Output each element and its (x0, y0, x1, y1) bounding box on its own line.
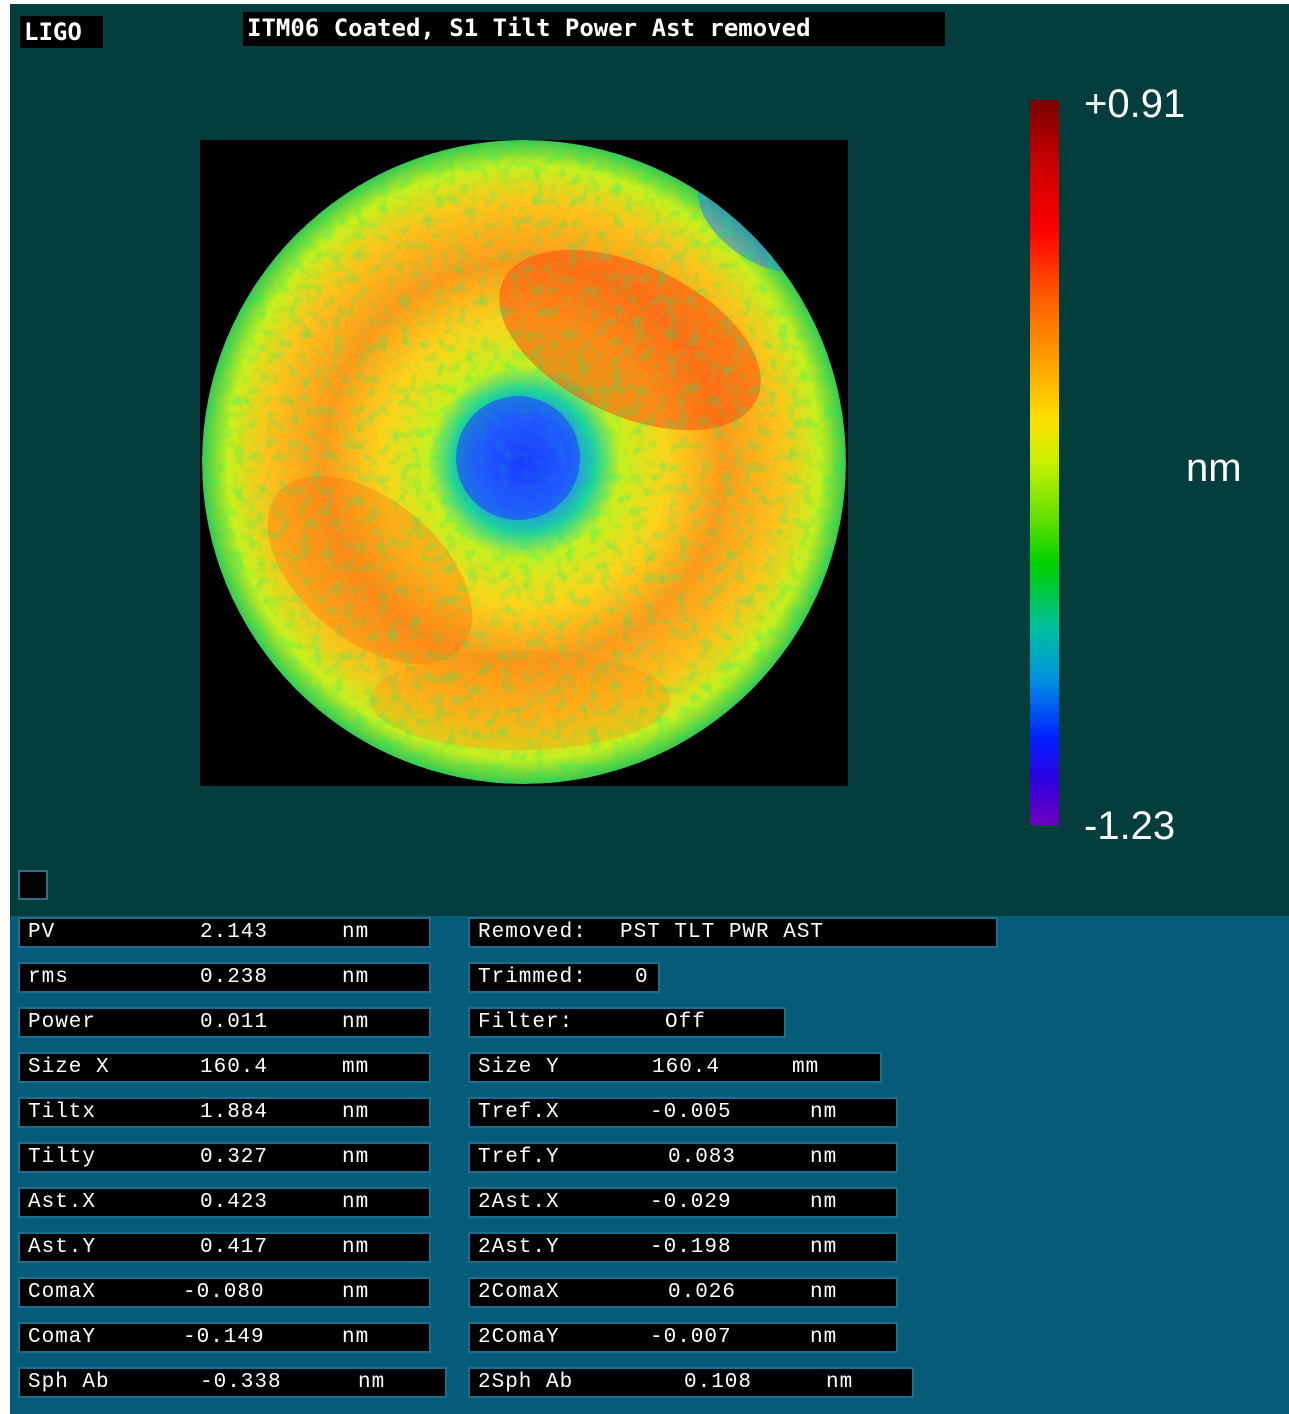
stat-label: Tref.X (478, 1101, 560, 1124)
stat-pv: PV 2.143 nm (18, 917, 431, 948)
stat-value: 0.083 (668, 1146, 737, 1169)
stat-value: 0.108 (684, 1371, 753, 1394)
stat-value: 1.884 (200, 1101, 269, 1124)
stat-value: 160.4 (200, 1056, 269, 1079)
stat-tilty: Tilty 0.327 nm (18, 1142, 431, 1173)
stat-unit: nm (358, 1371, 386, 1394)
stat-value: -0.005 (650, 1101, 732, 1124)
stat-value: 0.327 (200, 1146, 269, 1169)
stat-2sph-ab: 2Sph Ab 0.108 nm (468, 1367, 914, 1398)
stat-coma-x: ComaX -0.080 nm (18, 1277, 431, 1308)
removed-value: PST TLT PWR AST (620, 921, 825, 944)
stat-ast-y: Ast.Y 0.417 nm (18, 1232, 431, 1263)
stat-unit: nm (342, 1011, 370, 1034)
stat-unit: nm (342, 1236, 370, 1259)
stat-label: 2Ast.X (478, 1191, 560, 1214)
stat-label: Tiltx (28, 1101, 97, 1124)
small-black-button[interactable] (18, 870, 48, 900)
color-scale-bar (1030, 100, 1059, 825)
stat-label: 2ComaY (478, 1326, 560, 1349)
stat-value: -0.149 (183, 1326, 265, 1349)
stat-label: ComaX (28, 1281, 97, 1304)
scale-max-label: +0.91 (1084, 82, 1186, 126)
stat-tref-y: Tref.Y 0.083 nm (468, 1142, 898, 1173)
stat-unit: nm (342, 921, 370, 944)
stat-rms: rms 0.238 nm (18, 962, 431, 993)
stat-coma-y: ComaY -0.149 nm (18, 1322, 431, 1353)
stat-unit: nm (810, 1281, 838, 1304)
trimmed-info: Trimmed: 0 (468, 962, 660, 993)
stat-label: Sph Ab (28, 1371, 110, 1394)
stat-value: 0.423 (200, 1191, 269, 1214)
stat-unit: nm (342, 966, 370, 989)
stat-value: -0.198 (650, 1236, 732, 1259)
stat-label: 2ComaX (478, 1281, 560, 1304)
stat-2ast-y: 2Ast.Y -0.198 nm (468, 1232, 898, 1263)
filter-info: Filter: Off (468, 1007, 786, 1038)
stat-unit: nm (810, 1326, 838, 1349)
stat-unit: nm (342, 1146, 370, 1169)
stat-label: Tref.Y (478, 1146, 560, 1169)
trimmed-label: Trimmed: (478, 966, 587, 989)
surface-map[interactable] (200, 140, 848, 786)
stat-label: 2Ast.Y (478, 1236, 560, 1259)
stat-unit: nm (342, 1281, 370, 1304)
stat-label: Ast.Y (28, 1236, 97, 1259)
stat-unit: mm (792, 1056, 820, 1079)
stat-label: PV (28, 921, 56, 944)
stat-value: 160.4 (652, 1056, 721, 1079)
stat-value: 0.011 (200, 1011, 269, 1034)
stat-value: 0.026 (668, 1281, 737, 1304)
stat-ast-x: Ast.X 0.423 nm (18, 1187, 431, 1218)
stat-unit: nm (826, 1371, 854, 1394)
stat-tref-x: Tref.X -0.005 nm (468, 1097, 898, 1128)
removed-info: Removed: PST TLT PWR AST (468, 917, 998, 948)
stat-value: -0.007 (650, 1326, 732, 1349)
stat-value: 0.417 (200, 1236, 269, 1259)
stat-2ast-x: 2Ast.X -0.029 nm (468, 1187, 898, 1218)
stat-power: Power 0.011 nm (18, 1007, 431, 1038)
stat-label: Ast.X (28, 1191, 97, 1214)
stat-label: Size Y (478, 1056, 560, 1079)
stat-unit: nm (342, 1101, 370, 1124)
stat-value: 0.238 (200, 966, 269, 989)
scale-unit-label: nm (1186, 446, 1242, 490)
stat-unit: nm (810, 1191, 838, 1214)
surface-map-image (202, 140, 846, 784)
stat-unit: nm (342, 1191, 370, 1214)
stat-unit: nm (810, 1101, 838, 1124)
removed-label: Removed: (478, 921, 587, 944)
stat-value: -0.338 (200, 1371, 282, 1394)
stat-label: rms (28, 966, 69, 989)
stat-label: 2Sph Ab (478, 1371, 574, 1394)
stat-value: -0.080 (183, 1281, 265, 1304)
scale-min-label: -1.23 (1084, 804, 1176, 848)
stat-label: ComaY (28, 1326, 97, 1349)
stat-unit: nm (342, 1326, 370, 1349)
stat-unit: nm (810, 1236, 838, 1259)
stat-sph-ab: Sph Ab -0.338 nm (18, 1367, 447, 1398)
stat-value: 2.143 (200, 921, 269, 944)
stat-2coma-y: 2ComaY -0.007 nm (468, 1322, 898, 1353)
stat-label: Tilty (28, 1146, 97, 1169)
stat-unit: mm (342, 1056, 370, 1079)
stat-value: -0.029 (650, 1191, 732, 1214)
stat-tiltx: Tiltx 1.884 nm (18, 1097, 431, 1128)
stat-label: Power (28, 1011, 97, 1034)
stat-label: Size X (28, 1056, 110, 1079)
plot-title: ITM06 Coated, S1 Tilt Power Ast removed (243, 12, 945, 46)
stat-2coma-x: 2ComaX 0.026 nm (468, 1277, 898, 1308)
logo-label: LIGO (20, 16, 103, 48)
stat-size-y: Size Y 160.4 mm (468, 1052, 882, 1083)
filter-value: Off (665, 1011, 706, 1034)
stat-size-x: Size X 160.4 mm (18, 1052, 431, 1083)
trimmed-value: 0 (635, 966, 649, 989)
filter-label: Filter: (478, 1011, 574, 1034)
stat-unit: nm (810, 1146, 838, 1169)
